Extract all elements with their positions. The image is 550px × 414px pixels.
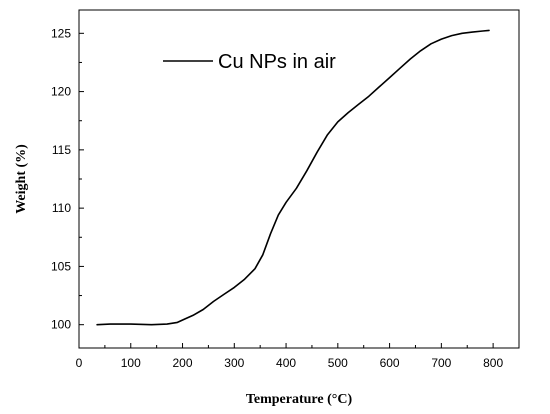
x-tick-label: 0 (76, 356, 83, 370)
x-tick-label: 100 (121, 356, 141, 370)
x-axis-title: Temperature (°C) (246, 392, 353, 407)
y-tick-label: 110 (52, 201, 71, 215)
y-tick-label: 125 (51, 26, 71, 40)
y-tick-label: 115 (52, 143, 71, 157)
y-axis-ticks: 100 105 110 115 120 125 (51, 26, 84, 332)
x-tick-label: 700 (431, 356, 451, 370)
legend: Cu NPs in air (163, 51, 336, 73)
y-tick-label: 120 (51, 85, 71, 99)
series-line-cu-nps-in-air (96, 29, 490, 326)
y-tick-label: 100 (51, 318, 71, 332)
x-tick-label: 500 (328, 356, 348, 370)
x-axis-ticks: 0 100 200 300 400 500 600 700 800 (76, 343, 503, 370)
y-axis-title: Weight (%) (14, 144, 29, 214)
y-tick-label: 105 (51, 259, 71, 273)
x-tick-label: 400 (276, 356, 296, 370)
x-tick-label: 300 (224, 356, 244, 370)
x-tick-label: 800 (483, 356, 503, 370)
x-tick-label: 600 (380, 356, 400, 370)
x-tick-label: 200 (173, 356, 193, 370)
legend-label: Cu NPs in air (218, 51, 336, 73)
